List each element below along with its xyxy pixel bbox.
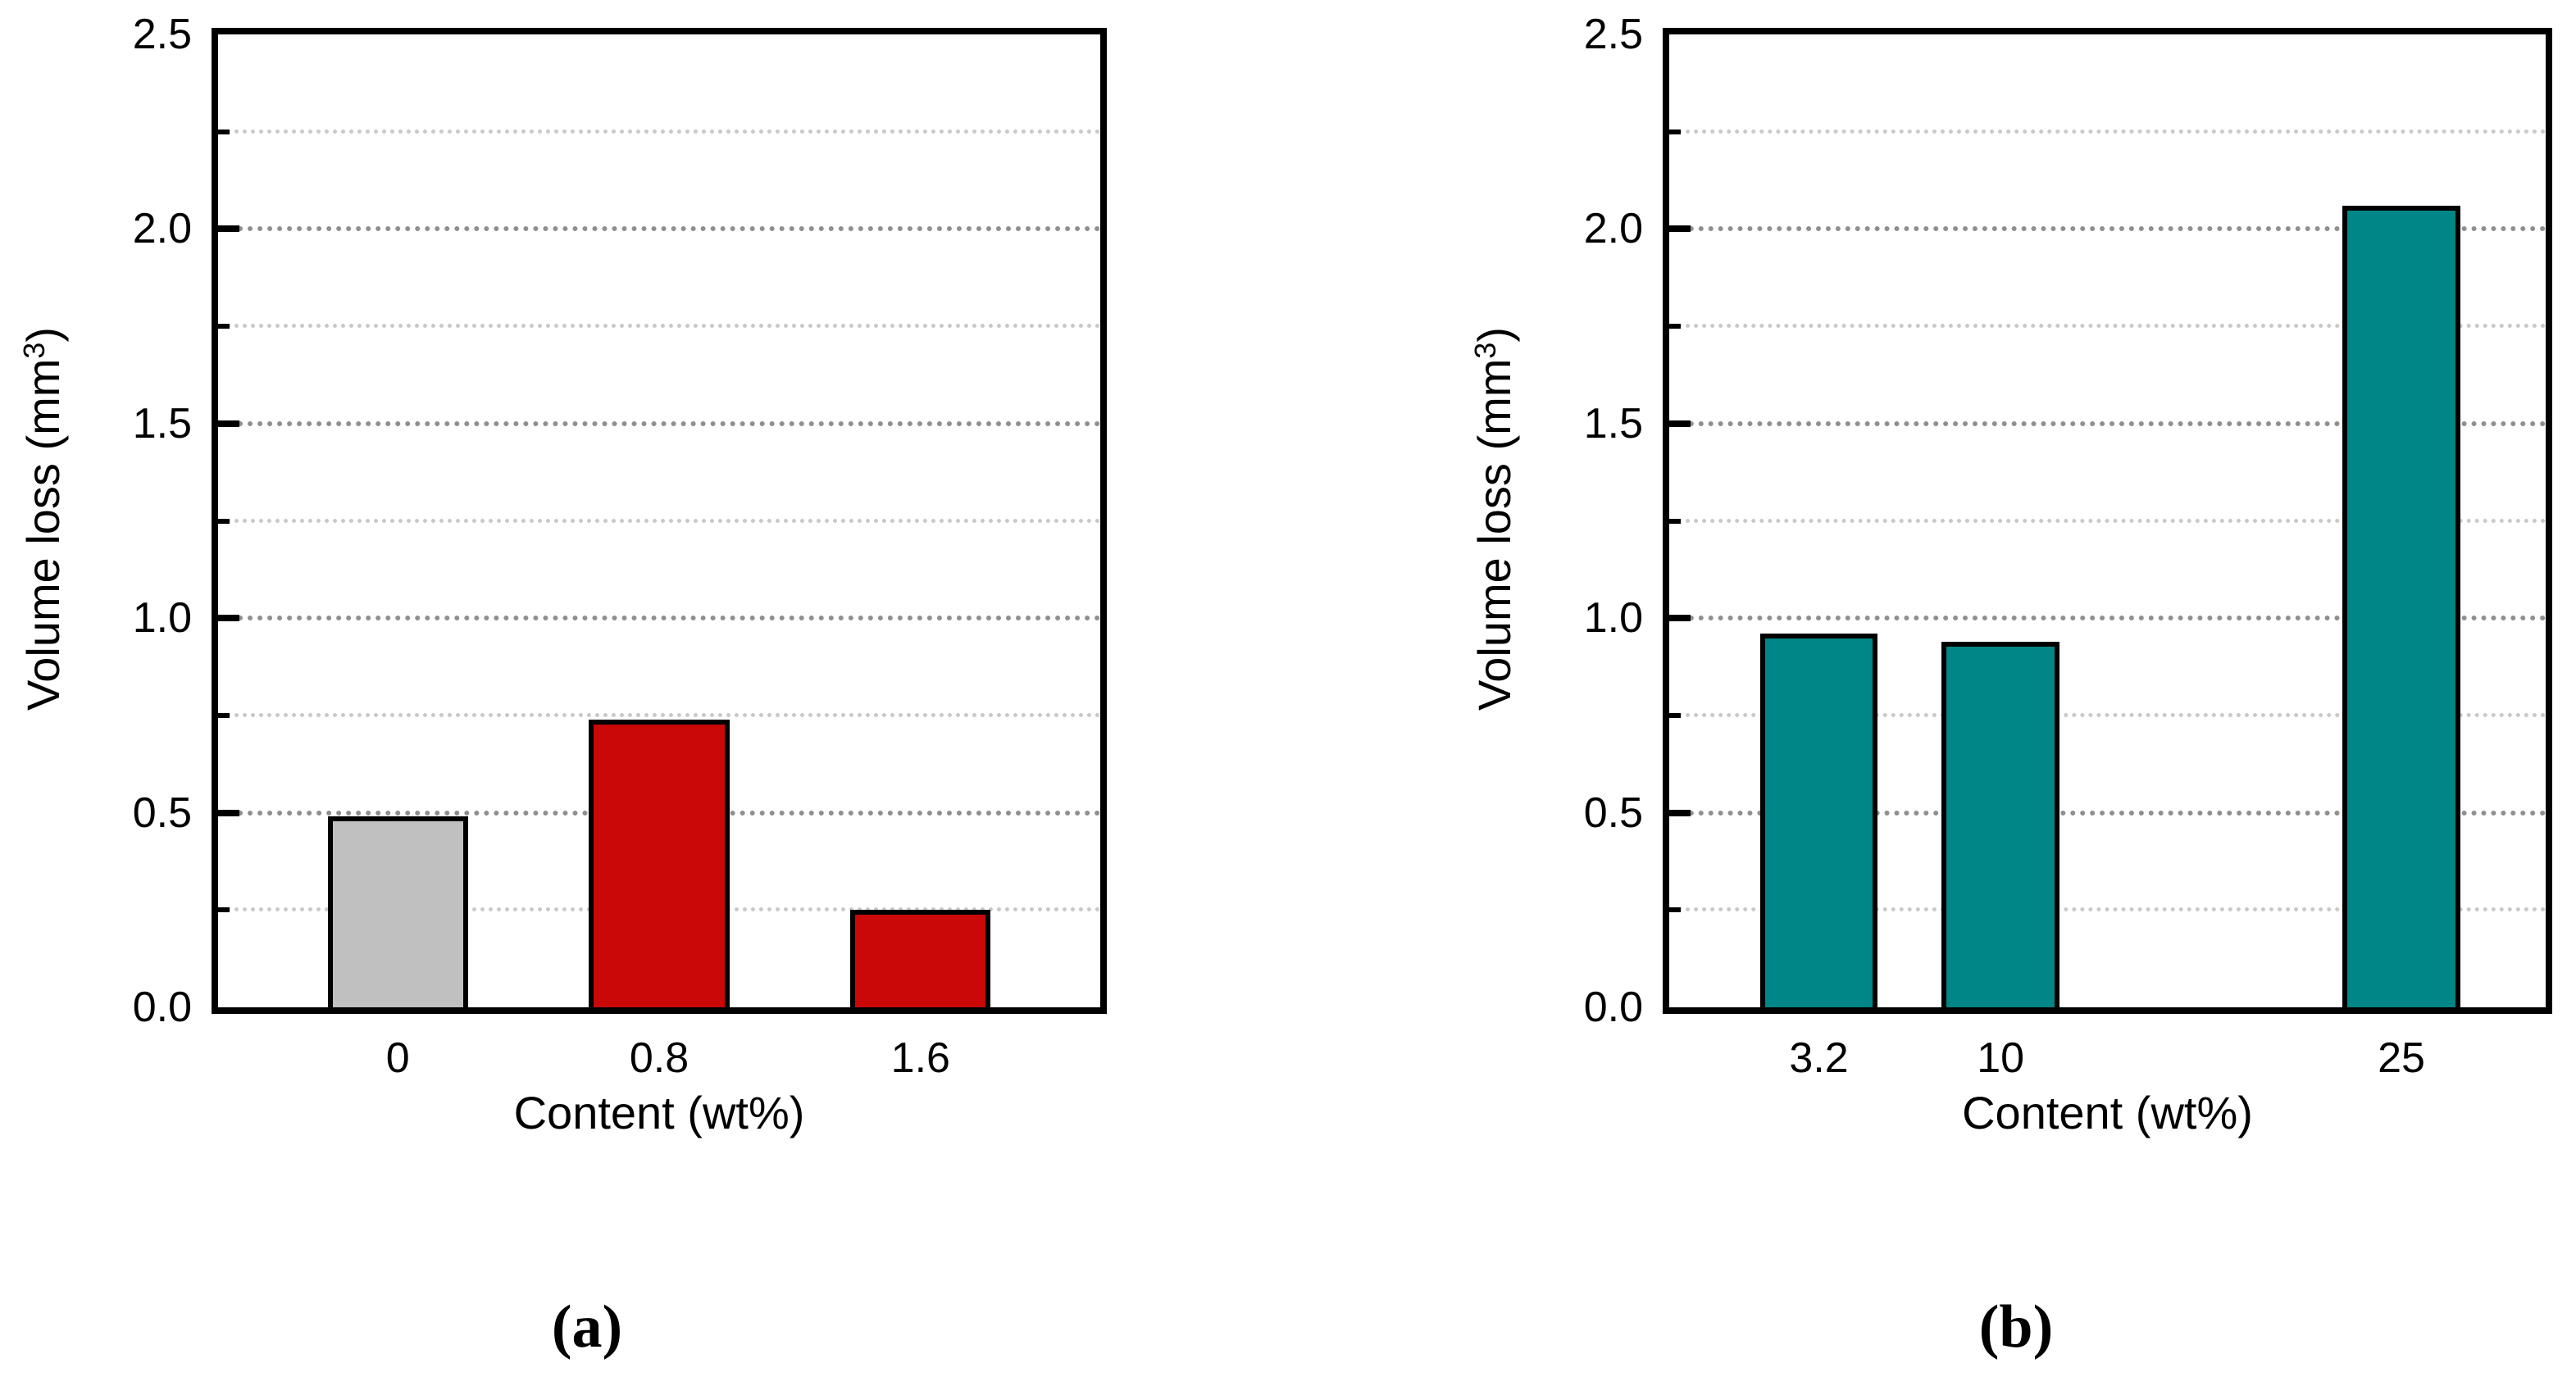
y-tick-major	[218, 225, 239, 233]
y-tick-major	[1669, 615, 1691, 622]
y-tick-minor	[1669, 518, 1681, 524]
x-tick-label: 1.6	[890, 1034, 950, 1082]
x-axis-title: Content (wt%)	[513, 1087, 805, 1138]
gridline-minor	[1669, 129, 2546, 134]
y-tick-minor	[218, 907, 230, 913]
gridline-minor	[1669, 324, 2546, 329]
subfigure-caption-b: (b)	[1978, 1293, 2054, 1361]
y-tick-minor	[1669, 712, 1681, 718]
y-tick-minor	[218, 324, 230, 329]
y-tick-minor	[218, 518, 230, 524]
y-tick-major	[1669, 809, 1691, 816]
bar-b-3.2	[1759, 634, 1878, 1007]
gridline-major	[1669, 226, 2546, 232]
bar-a-0.8	[589, 719, 730, 1007]
bar-b-25	[2342, 205, 2460, 1007]
gridline-minor	[218, 324, 1100, 329]
bar-a-1.6	[850, 910, 991, 1007]
gridline-major	[1669, 616, 2546, 621]
y-tick-label: 1.5	[1583, 399, 1643, 448]
gridline-major	[1669, 420, 2546, 426]
y-tick-minor	[1669, 324, 1681, 329]
gridline-major	[218, 616, 1100, 621]
x-tick-label: 25	[2378, 1034, 2425, 1082]
gridline-minor	[218, 518, 1100, 523]
x-tick-label: 3.2	[1789, 1034, 1849, 1082]
y-axis-title-text: )	[1468, 326, 1520, 343]
bar-a-0	[327, 816, 468, 1007]
y-tick-label: 1.0	[1583, 594, 1643, 643]
y-tick-major	[1669, 225, 1691, 233]
gridline-major	[218, 420, 1100, 426]
y-tick-label: 0.0	[1583, 984, 1643, 1031]
y-tick-label: 1.0	[132, 594, 192, 643]
x-axis-title: Content (wt%)	[1962, 1087, 2253, 1138]
y-axis-title: Volume loss (mm3)	[1468, 327, 1520, 711]
gridline-major	[1669, 810, 2546, 816]
gridline-minor	[218, 129, 1100, 134]
subfigure-caption-a: (a)	[551, 1293, 623, 1361]
gridline-major	[218, 226, 1100, 232]
gridline-minor	[218, 712, 1100, 717]
gridline-minor	[1669, 712, 2546, 717]
y-tick-minor	[1669, 907, 1681, 913]
y-tick-label: 2.5	[1583, 11, 1643, 58]
y-tick-label: 2.0	[1583, 205, 1643, 253]
plot-area	[1663, 28, 2552, 1014]
y-tick-label: 2.0	[132, 205, 192, 253]
y-tick-major	[218, 809, 239, 816]
y-tick-label: 0.0	[132, 984, 192, 1031]
gridline-minor	[1669, 518, 2546, 523]
x-tick-label: 10	[1977, 1034, 2025, 1082]
y-tick-major	[1669, 420, 1691, 427]
y-tick-minor	[218, 712, 230, 718]
plot-area	[212, 28, 1107, 1014]
x-tick-label: 0.8	[629, 1034, 690, 1082]
y-tick-label: 0.5	[1583, 788, 1643, 837]
y-tick-major	[218, 615, 239, 622]
y-tick-label: 2.5	[132, 11, 192, 58]
y-tick-minor	[1669, 129, 1681, 134]
y-tick-minor	[218, 129, 230, 134]
x-tick-label: 0	[385, 1034, 410, 1082]
y-axis-title-superscript: 3	[1469, 342, 1503, 359]
y-tick-label: 0.5	[132, 788, 192, 837]
y-tick-major	[218, 420, 239, 427]
gridline-minor	[1669, 907, 2546, 912]
y-axis-title-text: Volume loss (mm	[1468, 358, 1520, 711]
y-tick-label: 1.5	[132, 399, 192, 448]
bar-b-10	[1941, 641, 2059, 1007]
